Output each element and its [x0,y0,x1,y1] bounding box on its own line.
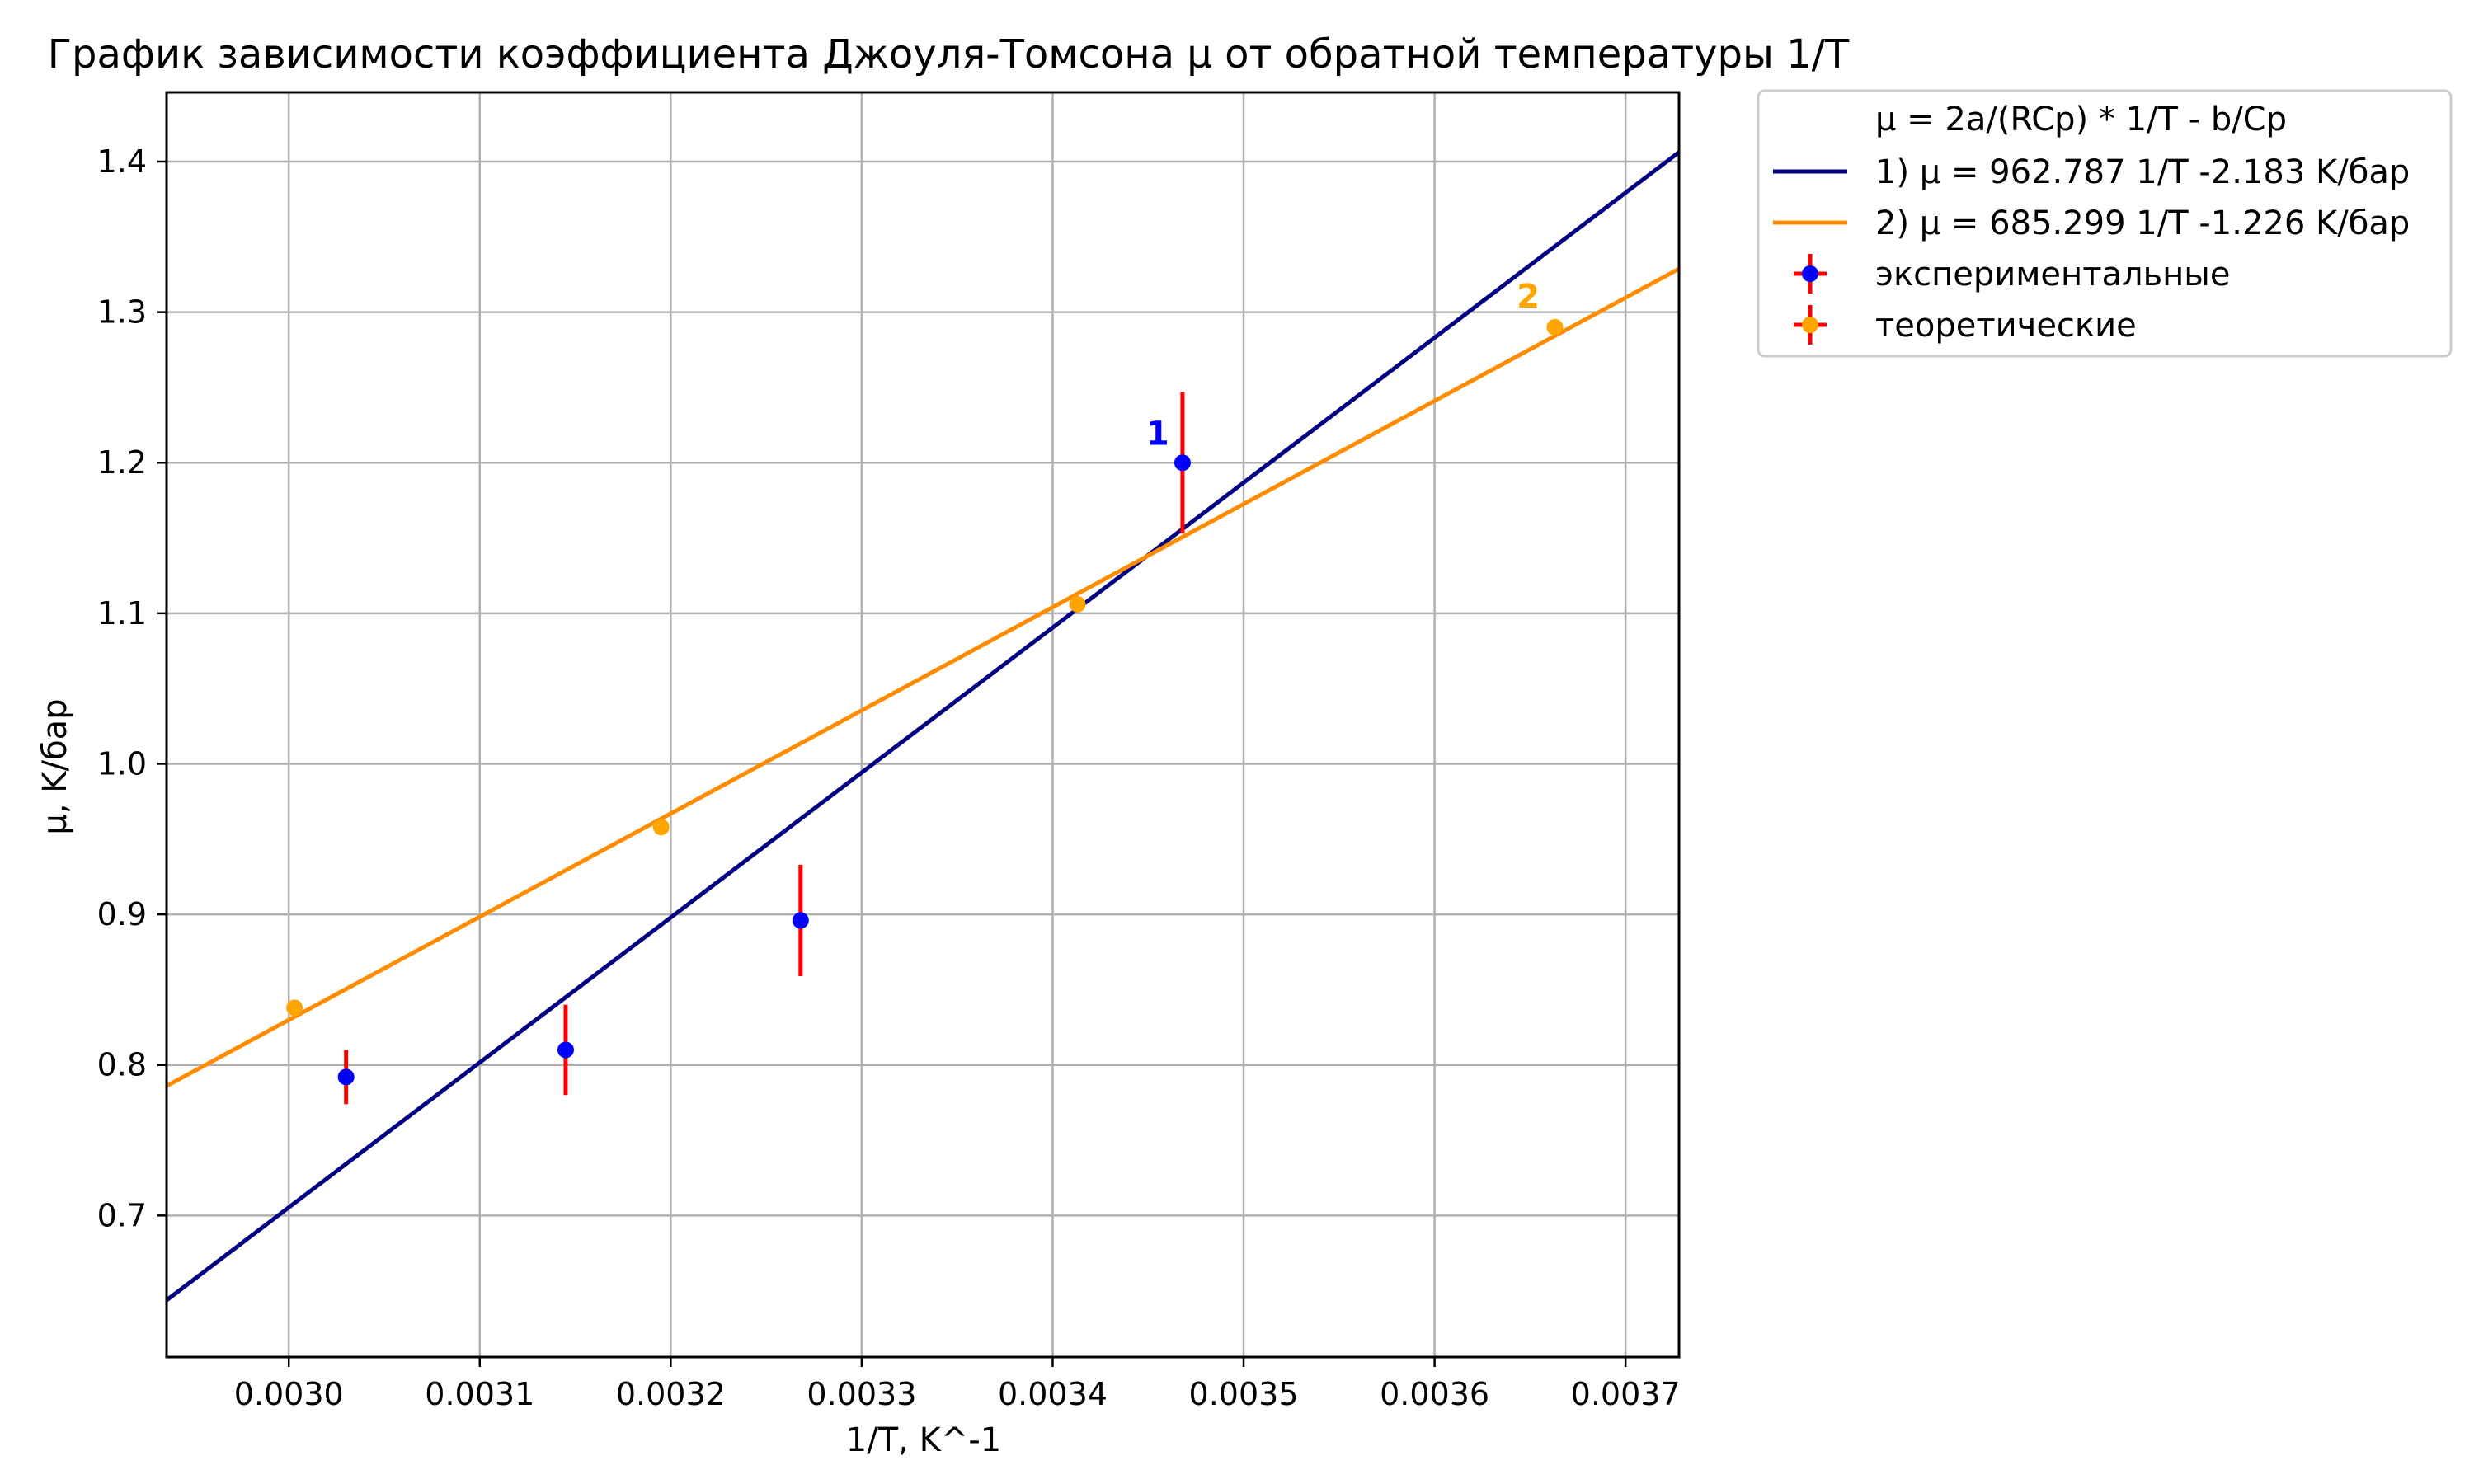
legend-theory-swatch [1794,305,1827,345]
x-tick-label: 0.0033 [807,1376,916,1412]
x-tick-label: 0.0032 [616,1376,726,1412]
theoretical-point [652,819,670,836]
y-tick-label: 0.8 [97,1047,147,1083]
y-tick-label: 0.9 [97,896,147,932]
y-tick-label: 1.0 [97,745,147,782]
y-tick-label: 1.3 [97,294,147,331]
x-axis-ticks: 0.0030 0.0031 0.0032 0.0033 0.0034 0.0035 0.00… [234,1357,1681,1412]
legend-header: μ = 2a/(RCp) * 1/T - b/Cp [1875,101,2287,139]
y-tick-label: 1.2 [97,444,147,481]
theoretical-point [286,999,303,1017]
grid [167,92,1679,1357]
y-axis-title: μ, K/бар [36,698,74,834]
point-annotation: 2 [1517,278,1540,316]
experimental-point [1174,454,1191,472]
legend-exp-label: экспериментальные [1875,256,2231,294]
chart-title: График зависимости коэффициента Джоуля-Т… [48,31,1850,77]
legend-exp-swatch [1794,254,1827,294]
x-tick-label: 0.0030 [234,1376,344,1412]
x-tick-label: 0.0035 [1189,1376,1299,1412]
legend-line-2-label: 2) μ = 685.299 1/T -1.226 K/бар [1875,204,2410,242]
data-points [286,318,1564,1105]
x-axis-title: 1/T, K^-1 [846,1421,1001,1459]
fit-lines [167,150,1679,1303]
x-tick-label: 0.0037 [1571,1376,1681,1412]
y-tick-label: 1.4 [97,143,147,180]
plot-frame [165,91,1681,1359]
y-tick-label: 1.1 [97,595,147,632]
annotations: 12 [1146,278,1540,453]
x-tick-label: 0.0036 [1380,1376,1489,1412]
x-tick-label: 0.0031 [425,1376,534,1412]
y-tick-label: 0.7 [97,1197,147,1233]
fit-line-2 [167,266,1679,1088]
point-annotation: 1 [1146,415,1169,453]
theoretical-point [1069,595,1086,613]
fit-line-1 [167,150,1679,1303]
legend-box [1757,89,2453,358]
legend-line-1-label: 1) μ = 962.787 1/T -2.183 K/бар [1875,153,2410,191]
experimental-point [337,1068,355,1086]
legend-theory-label: теоретические [1875,307,2137,345]
experimental-point [557,1041,574,1059]
legend: μ = 2a/(RCp) * 1/T - b/Cp 1) μ = 962.787… [1757,89,2453,358]
experimental-point [792,912,809,929]
x-tick-label: 0.0034 [998,1376,1108,1412]
y-axis-ticks: 0.7 0.8 0.9 1.0 1.1 1.2 1.3 1.4 [97,143,167,1233]
theoretical-point [1546,318,1564,336]
